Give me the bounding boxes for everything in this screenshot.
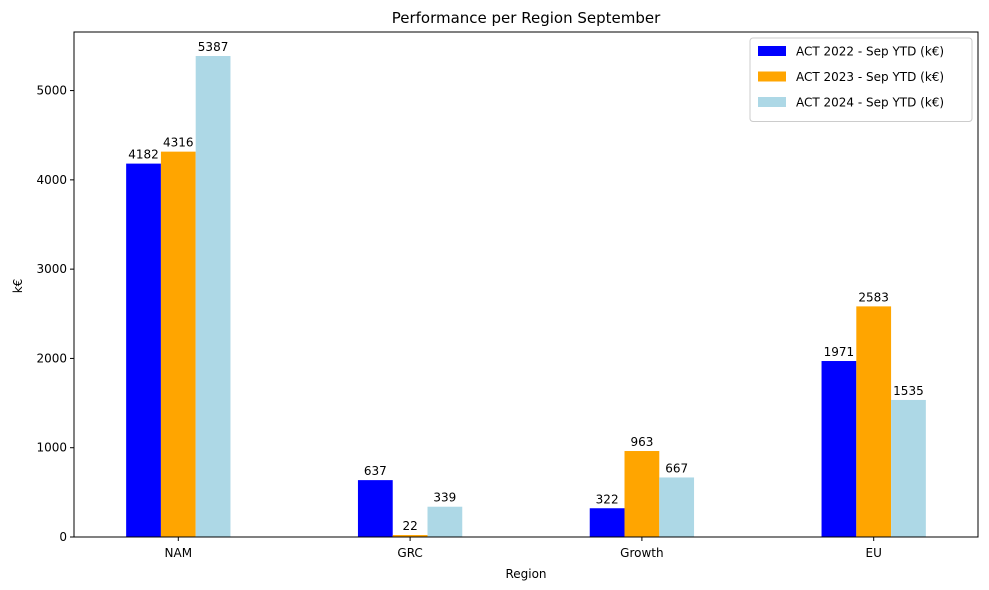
legend-swatch — [758, 97, 786, 107]
bar — [195, 56, 231, 538]
bar — [891, 399, 926, 537]
bar — [392, 535, 428, 537]
data-label: 5387 — [198, 40, 229, 54]
x-tick-label: NAM — [165, 546, 193, 560]
x-axis-label: Region — [505, 567, 546, 581]
plot-frame — [73, 31, 979, 538]
x-tick-label: GRC — [397, 546, 422, 560]
y-tick-label: 5000 — [36, 84, 67, 98]
bar — [357, 480, 393, 538]
data-label: 667 — [665, 461, 688, 475]
bar — [821, 361, 857, 537]
legend-entry: ACT 2024 - Sep YTD (k€) — [796, 96, 944, 110]
y-axis-label: k€ — [11, 279, 25, 294]
data-label: 22 — [402, 519, 417, 533]
bar — [160, 151, 196, 537]
y-tick-label: 0 — [59, 530, 67, 544]
data-label: 1971 — [824, 345, 855, 359]
data-label: 1535 — [893, 384, 924, 398]
bar — [856, 306, 892, 538]
data-label: 2583 — [858, 290, 889, 304]
y-tick-label: 4000 — [36, 173, 67, 187]
data-label: 637 — [364, 464, 387, 478]
chart-title: Performance per Region September — [392, 9, 661, 27]
bar — [589, 508, 625, 537]
data-label: 322 — [596, 492, 619, 506]
bar — [427, 506, 463, 537]
legend-box — [749, 37, 973, 122]
bar — [126, 163, 161, 538]
legend-swatch — [758, 46, 786, 56]
bar — [659, 477, 695, 537]
legend: ACT 2022 - Sep YTD (k€) ACT 2023 - Sep YT… — [749, 37, 973, 122]
y-tick-label: 1000 — [36, 441, 67, 455]
data-label: 4182 — [128, 148, 159, 162]
data-labels-layer: 4182 637 322 1971 4316 22 963 2583 5387 339 667 153… — [128, 40, 923, 533]
axes-layer: 0 1000 2000 3000 4000 5000 NAM GRC Growth EU — [36, 31, 979, 560]
y-tick-label: 3000 — [36, 262, 67, 276]
legend-entry: ACT 2022 - Sep YTD (k€) — [796, 45, 944, 59]
bar — [624, 451, 660, 537]
y-tick-label: 2000 — [36, 351, 67, 365]
data-label: 339 — [433, 491, 456, 505]
x-tick-label: EU — [866, 546, 882, 560]
data-label: 4316 — [163, 136, 194, 150]
x-tick-label: Growth — [620, 546, 663, 560]
legend-swatch — [758, 71, 786, 82]
bars-layer — [126, 56, 926, 538]
data-label: 963 — [630, 435, 653, 449]
legend-entry: ACT 2023 - Sep YTD (k€) — [796, 70, 944, 84]
